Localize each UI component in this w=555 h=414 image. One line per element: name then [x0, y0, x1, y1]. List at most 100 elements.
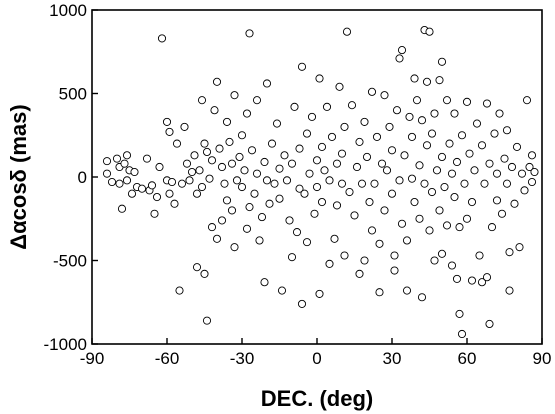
data-point — [385, 122, 394, 131]
x-tick-label: 0 — [312, 349, 321, 368]
data-point — [265, 199, 274, 208]
data-point — [315, 74, 324, 83]
data-point — [410, 197, 419, 207]
data-point — [355, 137, 364, 146]
data-point — [342, 27, 352, 36]
data-point — [180, 122, 189, 131]
data-point — [192, 263, 202, 272]
data-point — [247, 146, 257, 155]
data-point — [530, 167, 539, 177]
data-point — [102, 157, 112, 166]
data-point — [442, 221, 452, 230]
data-point — [287, 253, 297, 262]
data-point — [320, 166, 329, 175]
data-point — [397, 219, 407, 228]
data-point — [295, 184, 304, 193]
data-point — [430, 109, 439, 118]
data-point — [472, 119, 482, 128]
data-point — [327, 132, 337, 141]
data-point — [280, 151, 289, 160]
data-point — [182, 159, 192, 168]
data-point — [452, 274, 462, 283]
data-point — [187, 167, 197, 177]
y-axis-title: Δαcosδ (mas) — [6, 104, 31, 249]
data-point — [402, 236, 412, 245]
data-point — [422, 77, 432, 86]
data-point — [370, 179, 379, 188]
data-point — [527, 151, 537, 160]
data-point — [262, 176, 272, 185]
data-point — [495, 109, 504, 118]
data-point — [480, 179, 489, 188]
data-point — [302, 238, 312, 247]
data-point — [215, 144, 224, 153]
data-point — [290, 102, 299, 111]
data-point — [185, 176, 194, 185]
data-point — [435, 206, 444, 215]
data-point — [232, 176, 242, 185]
data-point — [240, 166, 249, 175]
data-point — [380, 91, 389, 100]
data-point — [415, 214, 424, 223]
data-point — [522, 96, 532, 105]
y-tick-label: 0 — [78, 168, 87, 187]
data-point — [117, 204, 127, 213]
data-point — [400, 151, 409, 160]
data-point — [165, 189, 174, 198]
data-point — [262, 79, 272, 88]
data-point — [425, 27, 434, 36]
data-point — [437, 57, 447, 66]
data-point — [442, 96, 452, 105]
data-point — [235, 152, 244, 162]
data-point — [315, 289, 324, 298]
data-point — [205, 174, 214, 183]
data-point — [505, 248, 514, 257]
data-point — [477, 141, 487, 150]
data-point — [485, 159, 494, 168]
data-point — [345, 187, 354, 197]
y-tick-label: -1000 — [44, 335, 87, 354]
data-point — [415, 161, 424, 170]
data-point — [510, 199, 519, 208]
data-point — [150, 209, 159, 218]
data-point — [312, 156, 322, 165]
data-point — [432, 166, 442, 175]
data-point — [190, 151, 199, 160]
data-point — [347, 101, 357, 110]
data-point — [197, 182, 207, 192]
data-point — [227, 206, 237, 215]
data-point — [390, 251, 399, 260]
data-point — [460, 179, 469, 188]
data-point — [175, 286, 184, 295]
data-point — [242, 224, 252, 233]
data-point — [402, 286, 412, 295]
data-point — [395, 54, 404, 63]
x-tick-label: 60 — [458, 349, 477, 368]
data-point — [427, 187, 437, 197]
x-tick-label: 30 — [383, 349, 402, 368]
data-point — [340, 122, 349, 131]
data-point — [492, 169, 502, 178]
data-point — [407, 132, 417, 141]
data-point — [485, 319, 494, 329]
x-tick-label: -60 — [155, 349, 180, 368]
data-point — [170, 199, 179, 208]
data-point — [275, 194, 284, 203]
data-point — [237, 131, 247, 140]
data-point — [217, 162, 227, 172]
data-point — [115, 179, 124, 188]
data-point — [387, 146, 397, 155]
data-point — [462, 214, 472, 223]
data-point — [332, 159, 342, 168]
data-point — [167, 177, 177, 187]
data-point — [155, 162, 164, 172]
data-point — [350, 211, 359, 220]
data-point — [440, 182, 449, 192]
data-points — [102, 25, 539, 339]
data-point — [417, 116, 427, 125]
data-point — [200, 269, 209, 278]
data-point — [455, 223, 464, 232]
data-point — [137, 184, 147, 193]
data-point — [300, 189, 309, 198]
data-point — [282, 176, 292, 185]
